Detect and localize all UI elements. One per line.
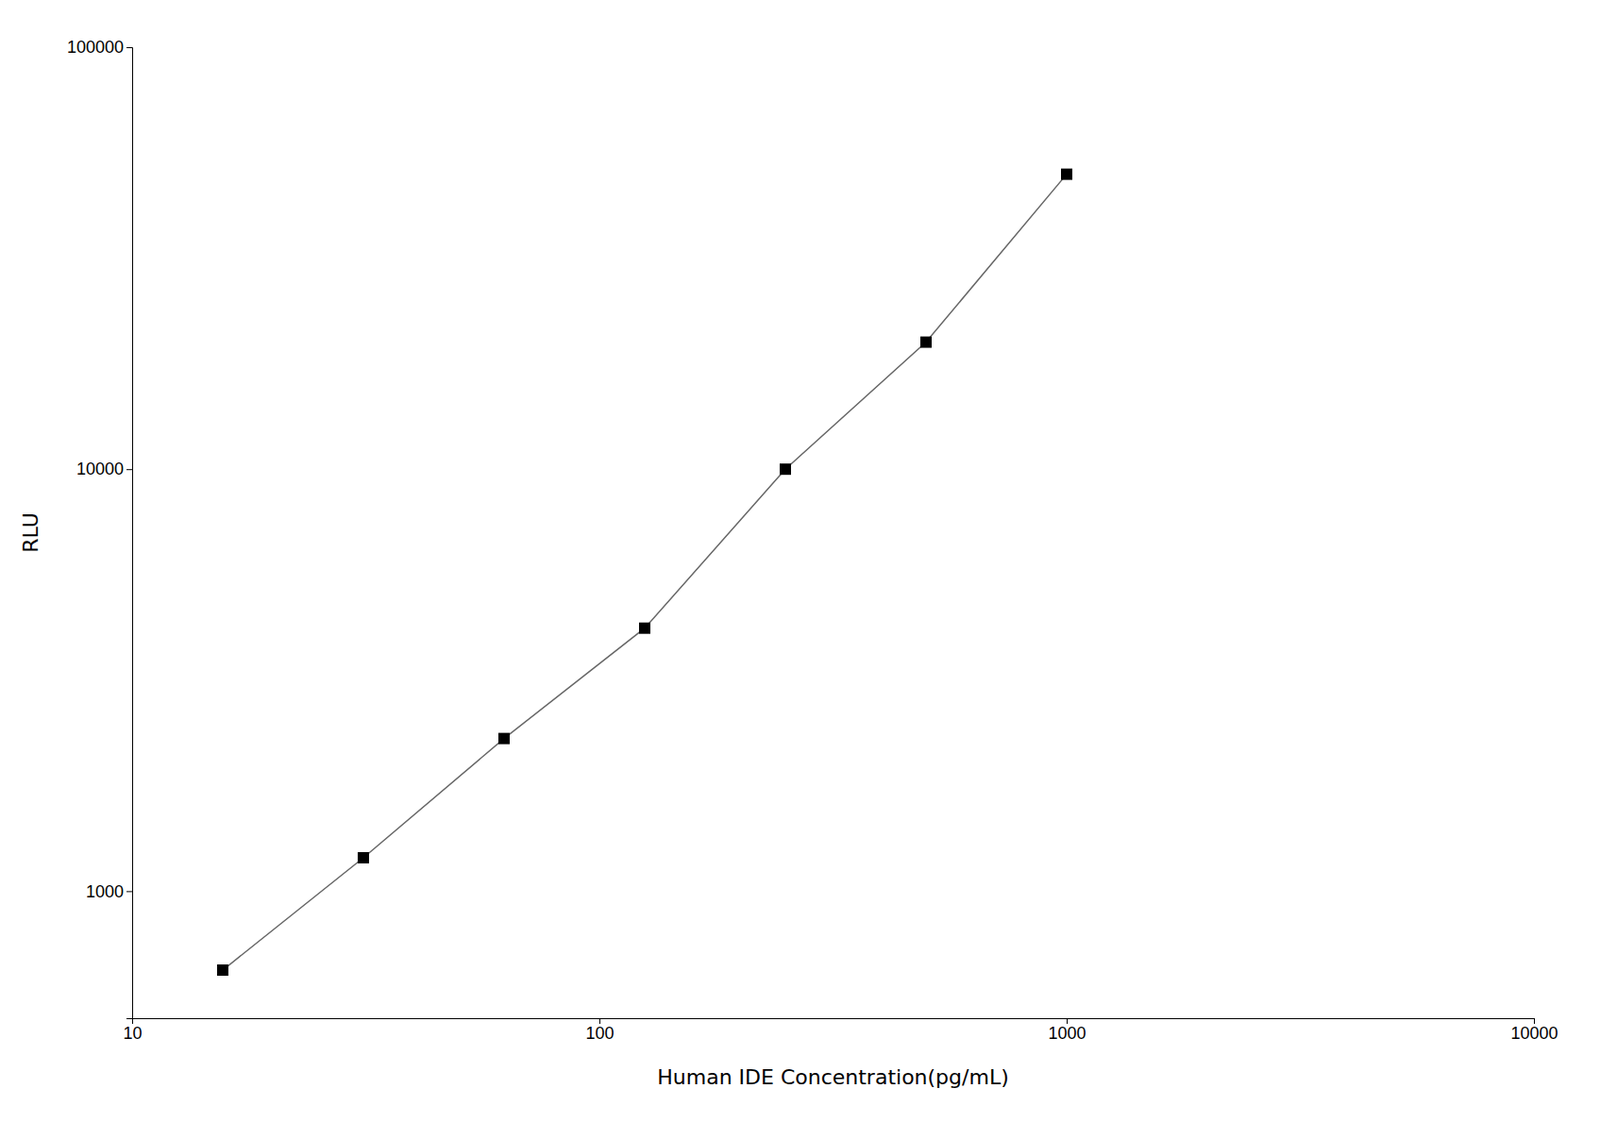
- tick-label: 10: [122, 1024, 142, 1044]
- tick-mark: [126, 47, 133, 49]
- plot-area: 10 100 1000 10000 1000 10000 100000: [67, 37, 1559, 1044]
- line: [222, 174, 1067, 971]
- axis-line: [126, 48, 134, 1020]
- tick: 10000: [1510, 1018, 1558, 1044]
- tick-label: 1000: [1047, 1024, 1086, 1044]
- marker: [779, 463, 792, 475]
- marker: [920, 336, 932, 349]
- tick: 1000: [85, 882, 133, 902]
- y-axis: 1000 10000 100000: [67, 37, 134, 1019]
- tick: 10000: [76, 459, 133, 479]
- x-axis-title: Human IDE Concentration(pg/mL): [656, 1065, 1010, 1090]
- marker: [1061, 168, 1073, 181]
- marker: [217, 964, 229, 977]
- tick-label: 1000: [85, 882, 124, 902]
- tick-label: 10000: [76, 459, 124, 479]
- tick: 10: [122, 1018, 142, 1044]
- marker: [498, 733, 510, 745]
- tick-mark: [126, 891, 133, 893]
- marker: [639, 623, 651, 635]
- tick-label: 10000: [1510, 1024, 1558, 1044]
- axis-line: [133, 1019, 1535, 1026]
- x-axis: 10 100 1000 10000: [122, 1018, 1558, 1044]
- marks: [217, 168, 1073, 977]
- chart: 10 100 1000 10000 1000 10000 100000 Human IDE C…: [0, 0, 1600, 1122]
- tick: 1000: [1047, 1018, 1086, 1044]
- tick-label: 100: [585, 1024, 614, 1044]
- y-axis-title: RLU: [18, 512, 43, 554]
- marker: [357, 852, 370, 864]
- tick: 100000: [67, 37, 133, 57]
- tick-label: 100000: [67, 37, 124, 57]
- tick-mark: [126, 469, 133, 471]
- tick: 100: [585, 1018, 614, 1044]
